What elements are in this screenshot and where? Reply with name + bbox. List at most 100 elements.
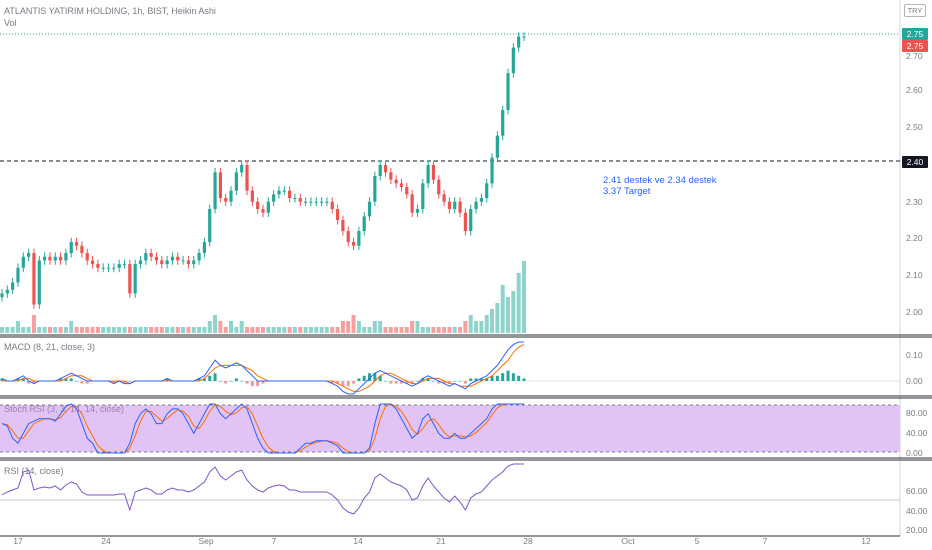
macd-histogram-bar bbox=[495, 375, 499, 381]
candle-body bbox=[218, 172, 222, 199]
candle-body bbox=[250, 190, 254, 202]
trade-annotation[interactable]: 2.41 destek ve 2.34 destek 3.37 Target bbox=[603, 175, 717, 197]
candle-body bbox=[58, 256, 63, 261]
candle-body bbox=[383, 165, 388, 173]
candle-body bbox=[474, 201, 478, 210]
volume-bar bbox=[218, 321, 223, 333]
candle-body bbox=[64, 253, 68, 261]
macd-histogram-bar bbox=[330, 381, 334, 384]
macd-histogram-bar bbox=[442, 381, 446, 384]
macd-histogram-bar bbox=[368, 373, 372, 381]
macd-histogram-bar bbox=[16, 378, 20, 381]
candle-body bbox=[197, 253, 201, 261]
candle-body bbox=[319, 201, 324, 203]
candle-body bbox=[43, 256, 47, 261]
macd-histogram-bar bbox=[229, 381, 233, 382]
candle-body bbox=[192, 260, 196, 265]
macd-histogram-bar bbox=[69, 378, 73, 381]
candle-body bbox=[330, 201, 334, 210]
volume-bar bbox=[458, 327, 463, 333]
macd-label[interactable]: MACD (8, 21, close, 3) bbox=[4, 342, 96, 352]
x-label-17: 17 bbox=[13, 536, 23, 546]
stoch-axis-40: 40.00 bbox=[906, 428, 928, 438]
macd-histogram-bar bbox=[362, 375, 366, 381]
stoch-label[interactable]: Stoch RSI (3, 3, 14, 14, close) bbox=[4, 404, 125, 414]
candle-body bbox=[37, 260, 41, 305]
macd-histogram-bar bbox=[352, 381, 356, 384]
volume-bar bbox=[314, 327, 319, 333]
macd-histogram-bar bbox=[75, 381, 79, 382]
macd-histogram-bar bbox=[59, 378, 63, 381]
candle-body bbox=[160, 260, 164, 265]
currency-button[interactable]: TRY bbox=[904, 4, 926, 17]
volume-bar bbox=[175, 327, 180, 333]
stoch-d-line bbox=[1, 403, 524, 454]
volume-bar bbox=[426, 327, 431, 333]
volume-bar bbox=[287, 327, 292, 333]
candle-body bbox=[240, 165, 244, 173]
candle-body bbox=[261, 209, 265, 213]
candle-body bbox=[69, 242, 73, 254]
candle-body bbox=[362, 216, 366, 232]
volume-bar bbox=[26, 327, 31, 333]
macd-histogram-bar bbox=[341, 381, 345, 387]
macd-histogram-bar bbox=[234, 378, 238, 381]
volume-bar bbox=[442, 327, 447, 333]
volume-bar bbox=[53, 327, 58, 333]
candle-body bbox=[266, 201, 270, 213]
candle-body bbox=[367, 201, 372, 217]
macd-histogram-bar bbox=[346, 381, 350, 387]
symbol-title[interactable]: ATLANTIS YATIRIM HOLDING, 1h, BIST, Heik… bbox=[4, 6, 216, 16]
macd-histogram-bar bbox=[447, 381, 451, 384]
volume-bar bbox=[143, 327, 148, 333]
candle-body bbox=[426, 165, 430, 184]
x-label-21: 21 bbox=[436, 536, 446, 546]
candle-body bbox=[341, 220, 345, 232]
macd-histogram-bar bbox=[437, 381, 441, 384]
candle-body bbox=[85, 253, 89, 261]
candle-body bbox=[437, 179, 441, 195]
volume-bar bbox=[356, 321, 361, 333]
volume-bar bbox=[127, 327, 132, 333]
volume-bar bbox=[436, 327, 441, 333]
candle-body bbox=[149, 253, 153, 257]
price-label-partial: 2.70 bbox=[906, 51, 923, 61]
rsi-label[interactable]: RSI (14, close) bbox=[4, 466, 64, 476]
candle-body bbox=[96, 264, 100, 268]
candle-body bbox=[479, 198, 483, 202]
volume-bar bbox=[47, 327, 52, 333]
volume-bar bbox=[522, 261, 526, 333]
x-label-7: 7 bbox=[271, 536, 277, 546]
candle-body bbox=[346, 231, 350, 243]
volume-bar bbox=[255, 327, 260, 333]
volume-bar bbox=[276, 327, 281, 333]
rsi-line bbox=[1, 463, 524, 515]
volume-bar bbox=[234, 327, 239, 333]
volume-bar bbox=[516, 273, 521, 333]
candle-body bbox=[378, 165, 382, 177]
volume-bar bbox=[223, 327, 228, 333]
macd-histogram-bar bbox=[485, 378, 489, 381]
volume-bar bbox=[319, 327, 324, 333]
stoch-k-line bbox=[1, 403, 524, 454]
macd-histogram-bar bbox=[405, 381, 409, 384]
volume-bar bbox=[495, 303, 500, 333]
volume-bar bbox=[90, 327, 95, 333]
candle-body bbox=[501, 109, 505, 136]
volume-bar bbox=[181, 327, 186, 333]
candle-body bbox=[277, 190, 281, 195]
candle-body bbox=[53, 256, 57, 261]
macd-histogram-bar bbox=[64, 378, 68, 381]
macd-histogram-bar bbox=[490, 375, 494, 381]
candle-body bbox=[208, 209, 212, 243]
volume-bar bbox=[111, 327, 116, 333]
candle-body bbox=[447, 201, 452, 210]
stoch-axis-80: 80.00 bbox=[906, 408, 928, 418]
candle-body bbox=[181, 260, 185, 262]
volume-bar bbox=[74, 327, 79, 333]
candle-body bbox=[458, 201, 462, 213]
volume-bar bbox=[415, 321, 420, 333]
x-label-28: 28 bbox=[523, 536, 533, 546]
candle-body bbox=[405, 187, 409, 195]
